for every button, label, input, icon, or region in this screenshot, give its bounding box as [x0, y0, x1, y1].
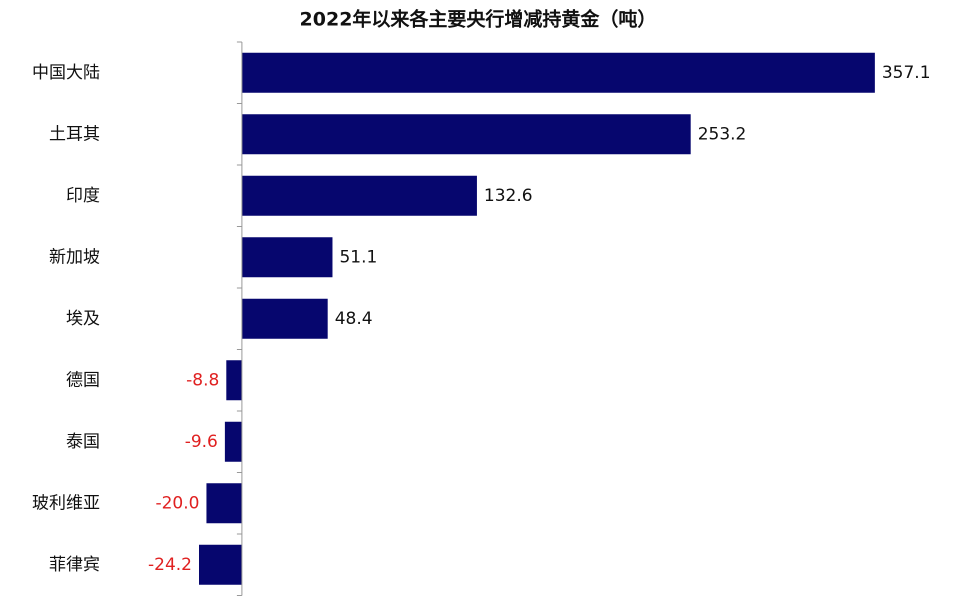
- data-label: 357.1: [882, 63, 931, 83]
- bar: [206, 483, 242, 524]
- y-tick-label: 菲律宾: [49, 555, 100, 575]
- chart-title: 2022年以来各主要央行增减持黄金（吨）: [300, 8, 657, 31]
- data-label: -8.8: [186, 370, 219, 390]
- y-tick-label: 泰国: [66, 432, 100, 452]
- data-label: 48.4: [335, 309, 373, 329]
- data-label: 253.2: [698, 124, 747, 144]
- bar: [241, 52, 875, 93]
- data-label: -24.2: [148, 555, 192, 575]
- bar: [241, 114, 691, 155]
- bar: [226, 360, 242, 401]
- bar: [241, 237, 333, 278]
- y-tick-label: 德国: [66, 370, 100, 390]
- y-tick-label: 土耳其: [49, 124, 100, 144]
- data-label: 132.6: [484, 186, 533, 206]
- data-label: -9.6: [185, 432, 218, 452]
- y-tick-label: 新加坡: [49, 247, 100, 267]
- bar: [241, 175, 477, 216]
- y-tick-label: 埃及: [66, 309, 100, 329]
- bar: [224, 421, 242, 462]
- data-label: -20.0: [155, 493, 199, 513]
- y-tick-label: 玻利维亚: [32, 493, 100, 513]
- bar: [241, 298, 328, 339]
- data-label: 51.1: [339, 247, 377, 267]
- y-tick-label: 中国大陆: [32, 63, 100, 83]
- y-tick-label: 印度: [66, 186, 100, 206]
- bar: [199, 544, 242, 585]
